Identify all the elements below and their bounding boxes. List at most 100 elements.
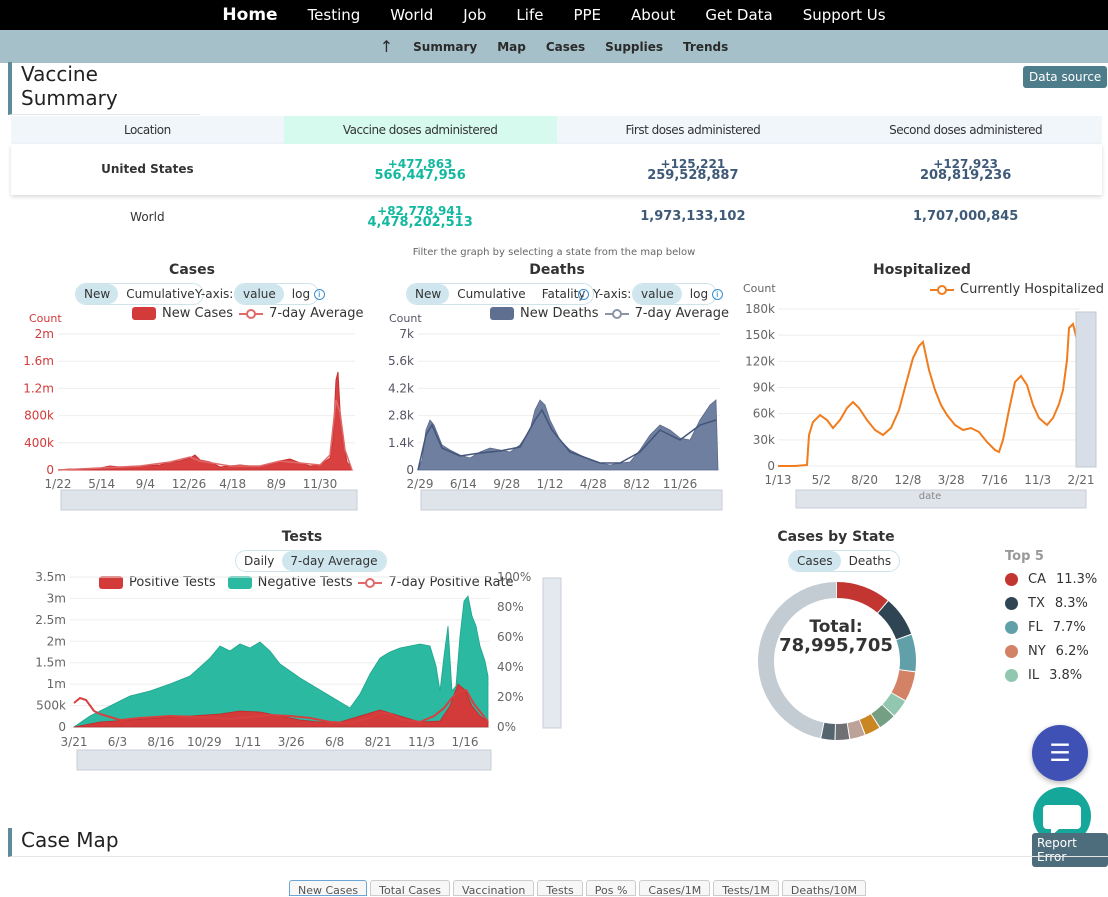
top5-item-tx[interactable]: TX 8.3% xyxy=(1005,591,1097,615)
donut-segment[interactable] xyxy=(758,582,916,740)
info-icon[interactable]: i xyxy=(712,289,723,300)
nav-ppe[interactable]: PPE xyxy=(573,6,602,24)
subnav-map[interactable]: Map xyxy=(497,39,526,54)
cases-yaxis-label: Y-axis: xyxy=(195,287,234,301)
info-icon[interactable]: i xyxy=(314,289,325,300)
tab-cases-per-1m[interactable]: Cases/1M xyxy=(639,880,711,897)
tests-chart-title: Tests xyxy=(281,529,323,545)
nav-about[interactable]: About xyxy=(631,6,676,24)
menu-fab-button[interactable]: ☰ xyxy=(1032,725,1088,781)
state-cases-toggle[interactable]: Cases xyxy=(789,551,841,571)
tab-vaccination[interactable]: Vaccination xyxy=(452,880,535,897)
deaths-chart[interactable]: 7k 5.6k 4.2k 2.8k 1.4k 0 2/29 6/14 9/28 1/12 4/28… xyxy=(370,320,735,515)
subnav-supplies[interactable]: Supplies xyxy=(605,39,664,54)
x-tick-label: 1/16 xyxy=(452,735,479,749)
cases-chart[interactable]: 2m 1.6m 1.2m 800k 400k 0 1/22 5/14 9/4 12/26 4/18… xyxy=(0,320,370,515)
tab-new-cases[interactable]: New Cases xyxy=(289,880,368,897)
deaths-cumulative-toggle[interactable]: Cumulative xyxy=(457,287,526,301)
top5-item-fl[interactable]: FL 7.7% xyxy=(1005,615,1097,639)
y-tick-label: 0 xyxy=(58,720,66,734)
x-tick-label: 6/14 xyxy=(450,477,477,491)
subnav-summary[interactable]: Summary xyxy=(413,39,478,54)
report-error-button[interactable]: Report Error xyxy=(1032,833,1108,867)
legend-new-cases[interactable]: New Cases xyxy=(162,306,234,321)
x-tick-label: 8/9 xyxy=(267,477,286,491)
x-tick-label: 5/2 xyxy=(812,473,831,487)
hosp-zoom-slider[interactable] xyxy=(795,489,1087,509)
tab-total-cases[interactable]: Total Cases xyxy=(370,880,450,897)
deaths-fatality-toggle[interactable]: Fatality xyxy=(541,287,586,301)
top5-legend: Top 5 CA 11.3% TX 8.3% FL 7.7% NY 6.2% IL 3.8… xyxy=(1005,549,1097,687)
state-deaths-toggle[interactable]: Deaths xyxy=(848,554,892,568)
us-second-total: 208,819,236 xyxy=(919,167,1012,183)
donut-segment[interactable] xyxy=(758,582,916,740)
subnav-cases[interactable]: Cases xyxy=(545,39,586,54)
legend-7day-average[interactable]: 7-day Average xyxy=(269,306,364,321)
deaths-zoom-slider[interactable] xyxy=(420,489,723,511)
top5-item-ny[interactable]: NY 6.2% xyxy=(1005,639,1097,663)
top5-item-ca[interactable]: CA 11.3% xyxy=(1005,567,1097,591)
state-mode-toggle: Cases Deaths xyxy=(788,550,901,572)
cases-log-toggle[interactable]: log xyxy=(291,287,311,301)
info-icon[interactable]: i xyxy=(578,289,589,300)
legend-7day-average[interactable]: 7-day Average xyxy=(634,306,729,321)
deaths-count-label: Count xyxy=(389,312,422,325)
donut-segment[interactable] xyxy=(758,582,916,740)
state-chart-title: Cases by State xyxy=(777,529,895,545)
world-first-total: 1,973,133,102 xyxy=(640,209,746,224)
tests-daily-toggle[interactable]: Daily xyxy=(244,554,275,568)
nav-testing[interactable]: Testing xyxy=(307,6,361,24)
legend-positive-tests[interactable]: Positive Tests xyxy=(129,575,216,590)
cases-cumulative-toggle[interactable]: Cumulative xyxy=(126,287,195,301)
cases-7day-line xyxy=(57,399,353,471)
header-location: Location xyxy=(123,123,171,137)
subnav-trends[interactable]: Trends xyxy=(683,39,729,54)
tests-chart[interactable]: 3.5m 3m 2.5m 2m 1.5m 1m 500k 0 100% 80% 60% 40% 20%… xyxy=(0,566,575,776)
data-source-button[interactable]: Data source xyxy=(1023,66,1108,88)
arrow-up-icon[interactable]: ↑ xyxy=(379,37,394,56)
table-row[interactable]: United States +477,863 566,447,956 +125,… xyxy=(11,144,1102,195)
hosp-chart[interactable]: 180k 150k 120k 90k 60k 30k 0 1/13 5/2 8/20 12/8 3/… xyxy=(735,300,1108,515)
tx-code: TX xyxy=(1028,595,1045,611)
x-tick-label: 10/29 xyxy=(187,735,222,749)
deaths-value-toggle[interactable]: value xyxy=(633,284,682,304)
cases-value-toggle[interactable]: value xyxy=(235,284,284,304)
legend-currently-hospitalized[interactable]: Currently Hospitalized xyxy=(960,282,1104,297)
top5-item-il[interactable]: IL 3.8% xyxy=(1005,663,1097,687)
donut-segment[interactable] xyxy=(758,582,916,740)
legend-new-deaths[interactable]: New Deaths xyxy=(520,306,599,321)
tests-zoom-slider[interactable] xyxy=(76,749,492,771)
deaths-log-toggle[interactable]: log xyxy=(689,287,709,301)
x-tick-label: 3/28 xyxy=(938,473,965,487)
legend-negative-tests[interactable]: Negative Tests xyxy=(257,575,353,590)
tests-vertical-slider[interactable] xyxy=(542,577,562,729)
cases-zoom-slider[interactable] xyxy=(60,489,358,511)
header-second-doses[interactable]: Second doses administered xyxy=(889,123,1043,137)
case-map-title: Case Map xyxy=(8,828,1108,857)
tab-tests[interactable]: Tests xyxy=(537,880,583,897)
header-doses[interactable]: Vaccine doses administered xyxy=(283,116,557,144)
legend-7day-positive-rate[interactable]: 7-day Positive Rate xyxy=(388,575,514,590)
nav-home[interactable]: Home xyxy=(222,5,278,25)
y-tick-label: 60k xyxy=(753,407,775,421)
nav-job[interactable]: Job xyxy=(463,6,487,24)
deaths-new-toggle[interactable]: New xyxy=(407,284,450,304)
case-map-tabs: New Cases Total Cases Vaccination Tests … xyxy=(289,880,867,897)
nav-world[interactable]: World xyxy=(390,6,434,24)
tests-7day-toggle[interactable]: 7-day Average xyxy=(282,551,386,571)
tab-tests-per-1m[interactable]: Tests/1M xyxy=(713,880,779,897)
filter-hint: Filter the graph by selecting a state fr… xyxy=(412,247,696,258)
state-donut-chart[interactable] xyxy=(752,576,922,746)
nav-support-us[interactable]: Support Us xyxy=(802,6,886,24)
table-row[interactable]: World +82,778,941 4,478,202,513 1,973,13… xyxy=(11,195,1102,239)
nav-life[interactable]: Life xyxy=(516,6,544,24)
hosp-vertical-slider[interactable] xyxy=(1075,311,1097,468)
tab-deaths-per-10m[interactable]: Deaths/10M xyxy=(781,880,867,897)
header-first-doses[interactable]: First doses administered xyxy=(625,123,761,137)
cases-new-toggle[interactable]: New xyxy=(76,284,119,304)
y-tick-label: 3.5m xyxy=(35,570,66,584)
nav-get-data[interactable]: Get Data xyxy=(705,6,773,24)
tab-pos-pct[interactable]: Pos % xyxy=(585,880,637,897)
us-doses-cell: +477,863 566,447,956 xyxy=(284,144,557,195)
x-tick-label: 6/8 xyxy=(325,735,344,749)
